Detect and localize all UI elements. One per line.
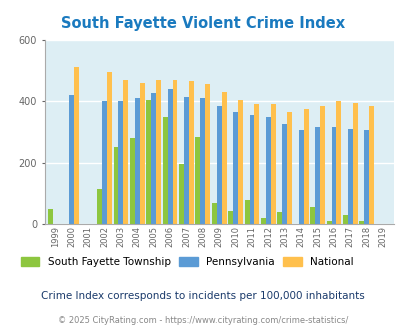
Bar (277, 212, 281, 224)
Bar (368, 106, 373, 224)
Text: © 2025 CityRating.com - https://www.cityrating.com/crime-statistics/: © 2025 CityRating.com - https://www.city… (58, 316, 347, 325)
Bar (48, 209, 53, 224)
Bar (265, 117, 270, 224)
Bar (336, 101, 341, 224)
Bar (188, 81, 193, 224)
Bar (352, 103, 357, 224)
Bar (314, 127, 319, 224)
Bar (118, 101, 123, 224)
Bar (237, 100, 243, 224)
Bar (232, 112, 237, 224)
Bar (172, 80, 177, 224)
Bar (139, 83, 144, 224)
Bar (195, 137, 200, 224)
Bar (146, 100, 151, 224)
Legend: South Fayette Township, Pennsylvania, National: South Fayette Township, Pennsylvania, Na… (17, 254, 356, 270)
Bar (74, 67, 79, 224)
Bar (342, 215, 347, 224)
Bar (216, 106, 221, 224)
Bar (162, 116, 167, 224)
Bar (260, 217, 265, 224)
Bar (309, 208, 314, 224)
Bar (113, 148, 118, 224)
Bar (298, 130, 303, 224)
Bar (326, 221, 331, 224)
Bar (303, 109, 308, 224)
Text: South Fayette Violent Crime Index: South Fayette Violent Crime Index (61, 16, 344, 31)
Bar (134, 98, 139, 224)
Bar (151, 93, 156, 224)
Bar (221, 92, 226, 224)
Bar (167, 89, 172, 224)
Bar (200, 98, 205, 224)
Bar (69, 95, 74, 224)
Bar (97, 189, 102, 224)
Bar (331, 127, 336, 224)
Bar (107, 72, 112, 224)
Bar (244, 200, 249, 224)
Bar (281, 124, 287, 224)
Bar (347, 129, 352, 224)
Bar (287, 112, 292, 224)
Bar (179, 164, 183, 224)
Bar (254, 104, 259, 224)
Bar (123, 80, 128, 224)
Bar (319, 107, 324, 224)
Text: Crime Index corresponds to incidents per 100,000 inhabitants: Crime Index corresponds to incidents per… (41, 291, 364, 301)
Bar (249, 115, 254, 224)
Bar (205, 84, 210, 224)
Bar (156, 80, 161, 224)
Bar (211, 203, 216, 224)
Bar (270, 104, 275, 224)
Bar (363, 130, 368, 224)
Bar (130, 138, 134, 224)
Bar (183, 97, 188, 224)
Bar (102, 101, 107, 224)
Bar (358, 221, 363, 224)
Bar (228, 211, 232, 224)
